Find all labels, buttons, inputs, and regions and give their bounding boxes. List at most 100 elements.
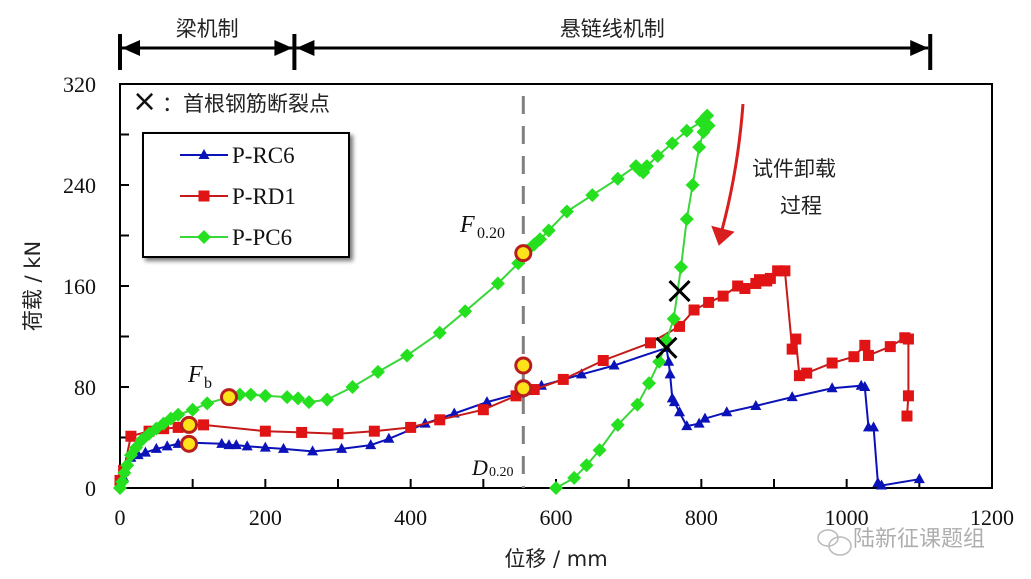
d020-label-base: D bbox=[471, 455, 488, 480]
data-point bbox=[679, 212, 694, 227]
data-point bbox=[150, 442, 162, 453]
x-tick-label: 800 bbox=[685, 505, 718, 530]
legend-marker bbox=[198, 149, 210, 159]
data-point bbox=[549, 481, 563, 495]
watermark: 陆新征课题组 bbox=[817, 527, 985, 556]
data-point bbox=[241, 440, 253, 451]
data-point bbox=[876, 479, 888, 490]
data-point bbox=[477, 404, 489, 416]
data-point bbox=[913, 473, 925, 484]
data-point bbox=[458, 304, 473, 319]
data-point bbox=[125, 430, 137, 442]
legend-label: P-PC6 bbox=[232, 225, 292, 250]
data-point bbox=[280, 390, 295, 405]
data-point bbox=[696, 124, 711, 139]
data-point bbox=[592, 443, 607, 458]
highlight-point-fb-rd1 bbox=[180, 415, 199, 434]
phase-annotations bbox=[118, 34, 933, 70]
data-point bbox=[862, 349, 874, 361]
data-point bbox=[185, 402, 200, 417]
wechat-icon bbox=[817, 529, 852, 556]
data-point bbox=[541, 223, 556, 238]
data-point bbox=[383, 432, 395, 443]
data-point bbox=[779, 265, 791, 277]
data-point bbox=[685, 178, 700, 192]
data-point bbox=[510, 390, 522, 402]
data-point bbox=[223, 439, 235, 450]
data-point bbox=[772, 265, 784, 277]
data-point bbox=[370, 364, 385, 379]
data-point bbox=[608, 359, 620, 370]
legend-label: P-RC6 bbox=[232, 143, 295, 168]
data-point bbox=[258, 388, 273, 403]
data-point bbox=[490, 276, 505, 291]
data-point bbox=[692, 140, 707, 155]
unload-text-line1: 试件卸载 bbox=[752, 157, 836, 181]
fb-label-base: F bbox=[187, 362, 203, 388]
data-point bbox=[666, 311, 681, 326]
x-tick-label: 400 bbox=[394, 505, 427, 530]
x-axis-title: 位移 / mm bbox=[504, 547, 607, 571]
data-point bbox=[868, 421, 880, 432]
data-point bbox=[345, 380, 360, 394]
data-point bbox=[826, 357, 838, 369]
data-point bbox=[259, 425, 271, 437]
fracture-mark-stroke bbox=[668, 279, 691, 303]
highlight-point-f020-pc6 bbox=[514, 244, 533, 263]
data-point bbox=[693, 417, 705, 428]
data-point bbox=[575, 368, 587, 379]
data-point bbox=[732, 280, 744, 292]
data-point bbox=[585, 188, 600, 203]
data-point bbox=[198, 419, 210, 431]
data-point bbox=[161, 440, 173, 451]
legend-item-p-pc6: P-PC6 bbox=[180, 225, 292, 250]
data-point bbox=[700, 108, 715, 123]
y-tick-label: 0 bbox=[85, 476, 96, 501]
data-point bbox=[139, 446, 151, 457]
data-point bbox=[216, 437, 228, 448]
data-point bbox=[703, 296, 715, 308]
data-point bbox=[764, 272, 776, 284]
x-tick-label: 200 bbox=[249, 505, 282, 530]
data-point bbox=[848, 351, 860, 363]
unload-arrow bbox=[720, 103, 745, 231]
data-point bbox=[753, 274, 765, 286]
data-point bbox=[567, 470, 582, 485]
fracture-legend-symbol: × bbox=[132, 84, 157, 119]
legend-item-p-rc6: P-RC6 bbox=[180, 143, 295, 168]
arrowhead-left bbox=[296, 40, 315, 56]
data-point bbox=[405, 421, 417, 433]
data-point bbox=[336, 442, 348, 453]
data-point bbox=[902, 333, 914, 345]
data-point bbox=[884, 341, 896, 353]
data-point bbox=[332, 428, 344, 440]
data-point bbox=[481, 396, 493, 407]
arrowhead-left bbox=[122, 40, 140, 56]
f020-label-base: F bbox=[459, 212, 475, 238]
legend: P-RC6 P-RD1 P-PC6 bbox=[142, 132, 350, 258]
data-point bbox=[432, 325, 447, 340]
fracture-mark bbox=[668, 279, 691, 303]
data-point bbox=[639, 159, 654, 174]
data-point bbox=[688, 304, 700, 316]
fracture-legend: × ：首根钢筋断裂点 bbox=[132, 84, 330, 119]
data-point bbox=[528, 384, 540, 396]
data-point bbox=[664, 368, 676, 379]
data-point bbox=[610, 417, 625, 432]
data-point bbox=[291, 391, 306, 406]
highlight-points bbox=[180, 244, 533, 453]
data-point bbox=[674, 320, 686, 332]
fracture-marks bbox=[655, 279, 691, 359]
data-point bbox=[644, 337, 656, 349]
data-point bbox=[717, 290, 729, 302]
watermark-text: 陆新征课题组 bbox=[853, 527, 985, 552]
y-tick-label: 240 bbox=[63, 173, 96, 198]
data-point bbox=[434, 414, 446, 426]
data-point bbox=[172, 421, 184, 433]
data-point bbox=[230, 439, 242, 450]
legend-marker bbox=[198, 190, 210, 202]
data-point bbox=[579, 458, 594, 473]
data-point bbox=[801, 367, 813, 379]
x-tick-label: 600 bbox=[540, 505, 573, 530]
data-point bbox=[630, 397, 645, 412]
